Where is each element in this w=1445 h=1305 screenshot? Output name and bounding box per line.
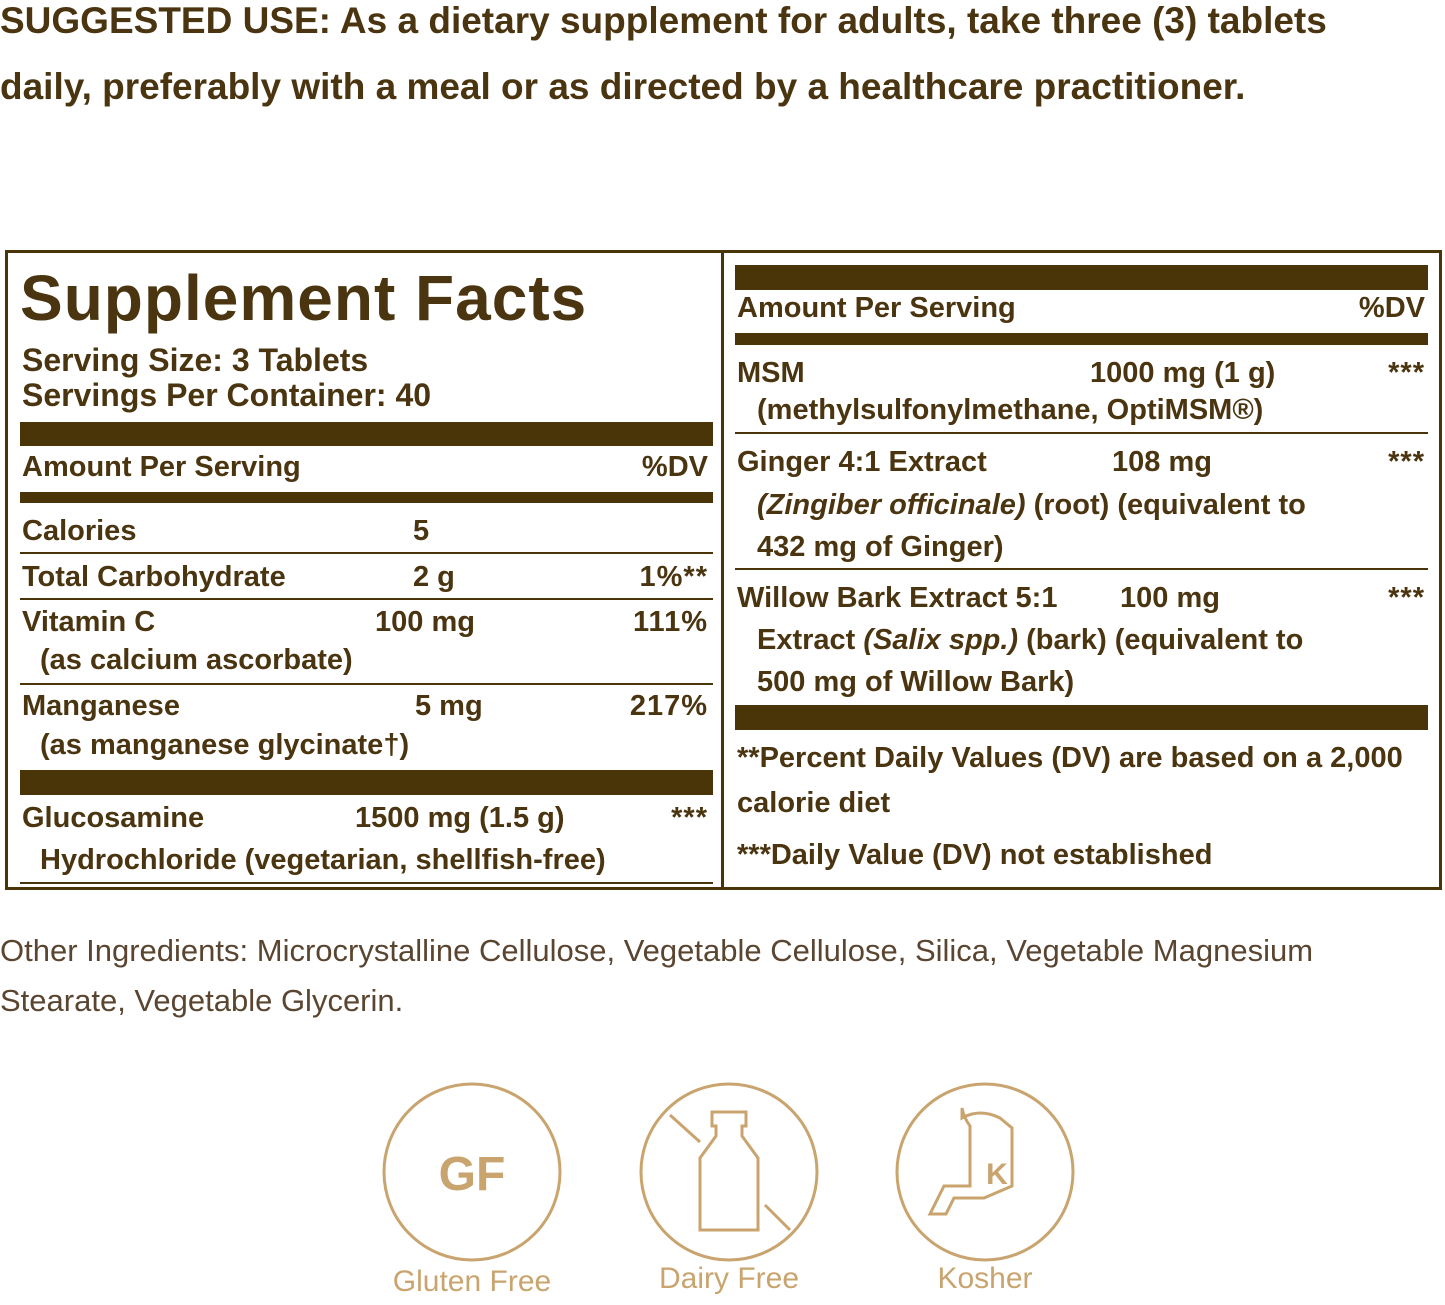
medium-bar bbox=[20, 492, 713, 503]
row-rule bbox=[735, 568, 1428, 570]
nutrient-amount: 1000 mg (1 g) bbox=[1090, 357, 1276, 389]
nutrient-name: Calories bbox=[22, 515, 137, 547]
detail-text: (as manganese glycinate†) bbox=[40, 729, 410, 761]
detail-text: (Zingiber officinale) bbox=[757, 489, 1026, 521]
detail-text: Hydrochloride (vegetarian, shellfish-fre… bbox=[40, 844, 606, 876]
header-dv: %DV bbox=[641, 451, 708, 483]
nutrient-detail: (methylsulfonylmethane, OptiMSM®) bbox=[757, 389, 1357, 431]
nutrient-detail: Hydrochloride (vegetarian, shellfish-fre… bbox=[40, 839, 700, 881]
servings-per-container: Servings Per Container: 40 bbox=[22, 377, 432, 413]
nutrient-name: Total Carbohydrate bbox=[22, 561, 286, 593]
detail-text: Extract bbox=[757, 624, 864, 656]
nutrient-dv: *** bbox=[671, 802, 708, 834]
header-amount: Amount Per Serving bbox=[737, 292, 1016, 324]
medium-bar bbox=[735, 333, 1428, 345]
thick-bar bbox=[735, 705, 1428, 730]
divider bbox=[721, 253, 724, 887]
nutrient-name: Glucosamine bbox=[22, 802, 205, 834]
suggested-use: SUGGESTED USE: As a dietary supplement f… bbox=[0, 0, 1327, 107]
nutrient-dv: *** bbox=[1388, 357, 1425, 389]
nutrient-name: Manganese bbox=[22, 690, 180, 722]
nutrient-detail: Extract (Salix spp.) (bark) (equivalent … bbox=[757, 619, 1357, 703]
nutrient-dv: *** bbox=[1388, 446, 1425, 478]
row-rule bbox=[735, 432, 1428, 434]
nutrient-amount: 1500 mg (1.5 g) bbox=[355, 802, 565, 834]
thick-bar bbox=[735, 265, 1428, 290]
serving-size: Serving Size: 3 Tablets bbox=[22, 342, 369, 378]
nutrient-amount: 108 mg bbox=[1112, 446, 1212, 478]
nutrient-name: Willow Bark Extract 5:1 bbox=[737, 582, 1058, 614]
nutrient-detail: (Zingiber officinale) (root) (equivalent… bbox=[757, 484, 1357, 568]
row-rule bbox=[20, 882, 713, 884]
facts-box bbox=[5, 250, 1442, 890]
detail-text: (root) (equivalent to 432 mg of Ginger) bbox=[757, 489, 1306, 563]
badge-label: Dairy Free bbox=[658, 1262, 800, 1295]
badge-icon-text: GF bbox=[439, 1148, 506, 1201]
header-amount: Amount Per Serving bbox=[22, 451, 301, 483]
detail-text: (bark) (equivalent to 500 mg of Willow B… bbox=[757, 624, 1304, 698]
nutrient-dv: 217% bbox=[629, 690, 708, 722]
detail-text: (as calcium ascorbate) bbox=[40, 644, 353, 676]
nutrient-dv: 1%** bbox=[639, 561, 708, 593]
header-dv: %DV bbox=[1358, 292, 1425, 324]
row-rule bbox=[20, 770, 713, 795]
row-rule bbox=[20, 598, 713, 600]
nutrient-name: MSM bbox=[737, 357, 805, 389]
footnote: **Percent Daily Values (DV) are based on… bbox=[737, 742, 1403, 819]
nutrient-amount: 5 mg bbox=[415, 690, 483, 722]
row-rule bbox=[20, 683, 713, 685]
badge-label: Kosher bbox=[937, 1262, 1033, 1295]
detail-text: (methylsulfonylmethane, OptiMSM®) bbox=[757, 394, 1264, 426]
nutrient-amount: 5 bbox=[413, 515, 430, 547]
nutrient-dv: *** bbox=[1388, 582, 1425, 614]
other-ingredients: Other Ingredients: Microcrystalline Cell… bbox=[0, 933, 1314, 1018]
nutrient-detail: (as calcium ascorbate) bbox=[40, 639, 700, 681]
nutrient-amount: 2 g bbox=[413, 561, 455, 593]
detail-text: (Salix spp.) bbox=[863, 624, 1019, 656]
thick-bar bbox=[20, 422, 713, 446]
nutrient-amount: 100 mg bbox=[375, 606, 475, 638]
nutrient-name: Vitamin C bbox=[22, 606, 156, 638]
row-rule bbox=[20, 552, 713, 554]
badge-icon-text: K bbox=[986, 1158, 1008, 1191]
nutrient-dv: 111% bbox=[633, 606, 708, 638]
badge-icons: GF K bbox=[382, 1082, 1075, 1262]
facts-title: Supplement Facts bbox=[20, 262, 588, 334]
badge-label: Gluten Free bbox=[392, 1265, 552, 1298]
nutrient-amount: 100 mg bbox=[1120, 582, 1220, 614]
nutrient-name: Ginger 4:1 Extract bbox=[737, 446, 987, 478]
nutrient-detail: (as manganese glycinate†) bbox=[40, 724, 700, 766]
footnote: ***Daily Value (DV) not established bbox=[737, 839, 1213, 871]
